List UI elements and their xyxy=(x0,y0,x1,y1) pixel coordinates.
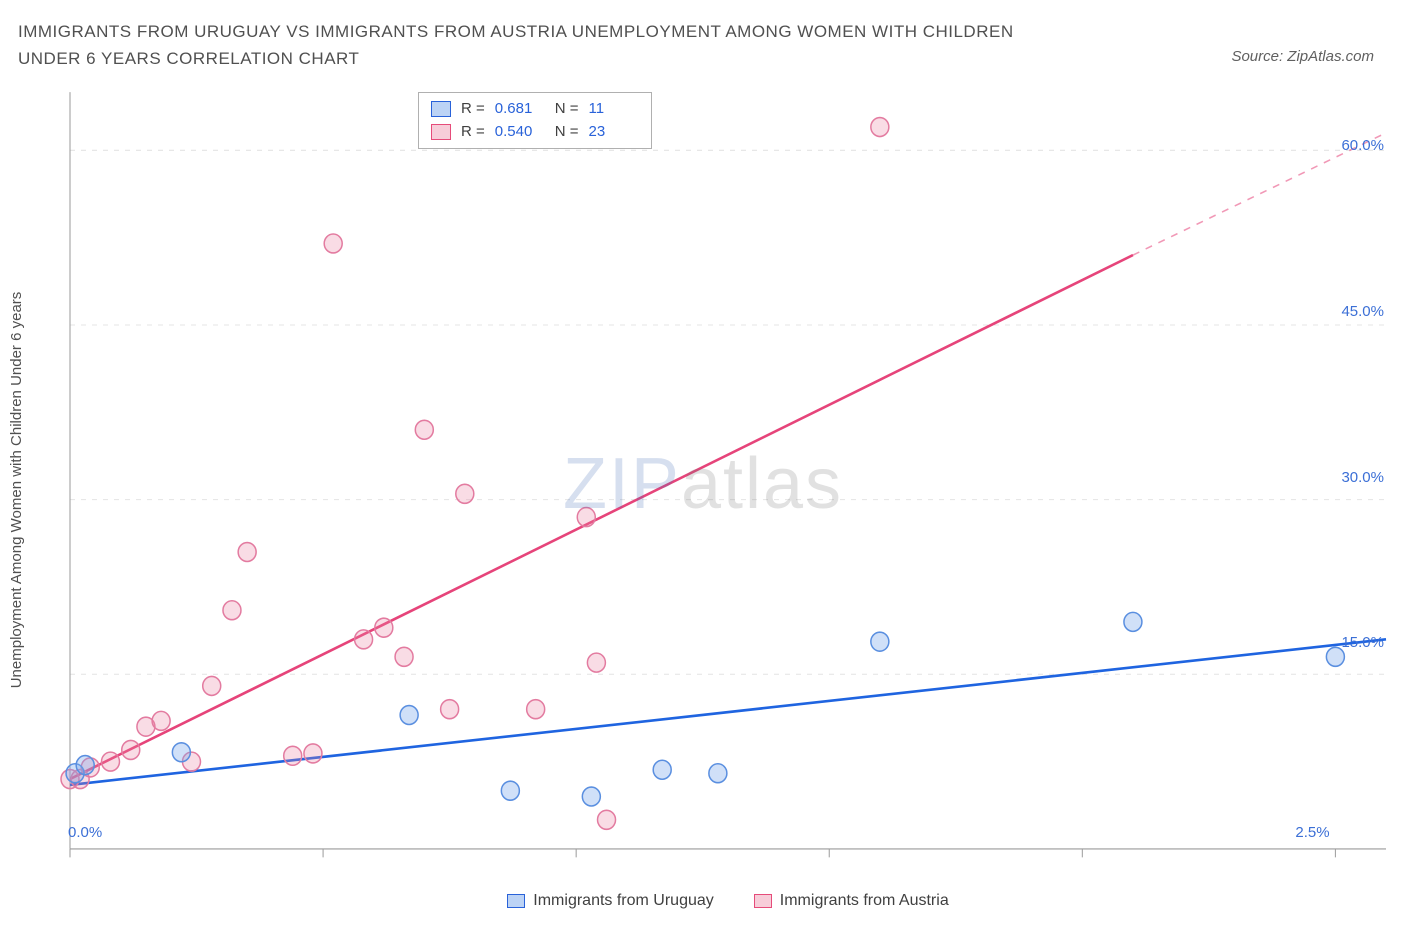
y-axis-label: Unemployment Among Women with Children U… xyxy=(8,292,25,689)
series-legend-item: Immigrants from Uruguay xyxy=(507,892,714,910)
legend-label: Immigrants from Austria xyxy=(780,892,949,909)
legend-swatch xyxy=(431,124,451,140)
x-tick-label: 0.0% xyxy=(68,824,102,841)
y-tick-label: 15.0% xyxy=(1341,634,1384,651)
y-tick-label: 45.0% xyxy=(1341,303,1384,320)
legend-row: R = 0.540 N = 23 xyxy=(431,121,639,144)
correlation-legend: R = 0.681 N = 11 R = 0.540 N = 23 xyxy=(418,92,652,149)
legend-row: R = 0.681 N = 11 xyxy=(431,98,639,121)
legend-n-value: 11 xyxy=(589,98,639,121)
series-legend: Immigrants from Uruguay Immigrants from A… xyxy=(68,892,1388,910)
legend-n-label: N = xyxy=(555,98,579,121)
legend-r-label: R = xyxy=(461,121,485,144)
legend-r-value: 0.681 xyxy=(495,98,545,121)
source-attribution: Source: ZipAtlas.com xyxy=(1231,48,1374,65)
legend-swatch xyxy=(507,894,525,908)
chart-container: Unemployment Among Women with Children U… xyxy=(18,90,1388,910)
legend-swatch xyxy=(431,101,451,117)
legend-n-label: N = xyxy=(555,121,579,144)
x-tick-label: 2.5% xyxy=(1295,824,1329,841)
legend-n-value: 23 xyxy=(589,121,639,144)
y-tick-label: 30.0% xyxy=(1341,469,1384,486)
legend-r-value: 0.540 xyxy=(495,121,545,144)
legend-r-label: R = xyxy=(461,98,485,121)
legend-swatch xyxy=(754,894,772,908)
scatter-plot xyxy=(68,90,1388,870)
y-tick-label: 60.0% xyxy=(1341,137,1384,154)
series-legend-item: Immigrants from Austria xyxy=(754,892,949,910)
chart-title: IMMIGRANTS FROM URUGUAY VS IMMIGRANTS FR… xyxy=(18,18,1068,72)
legend-label: Immigrants from Uruguay xyxy=(533,892,714,909)
